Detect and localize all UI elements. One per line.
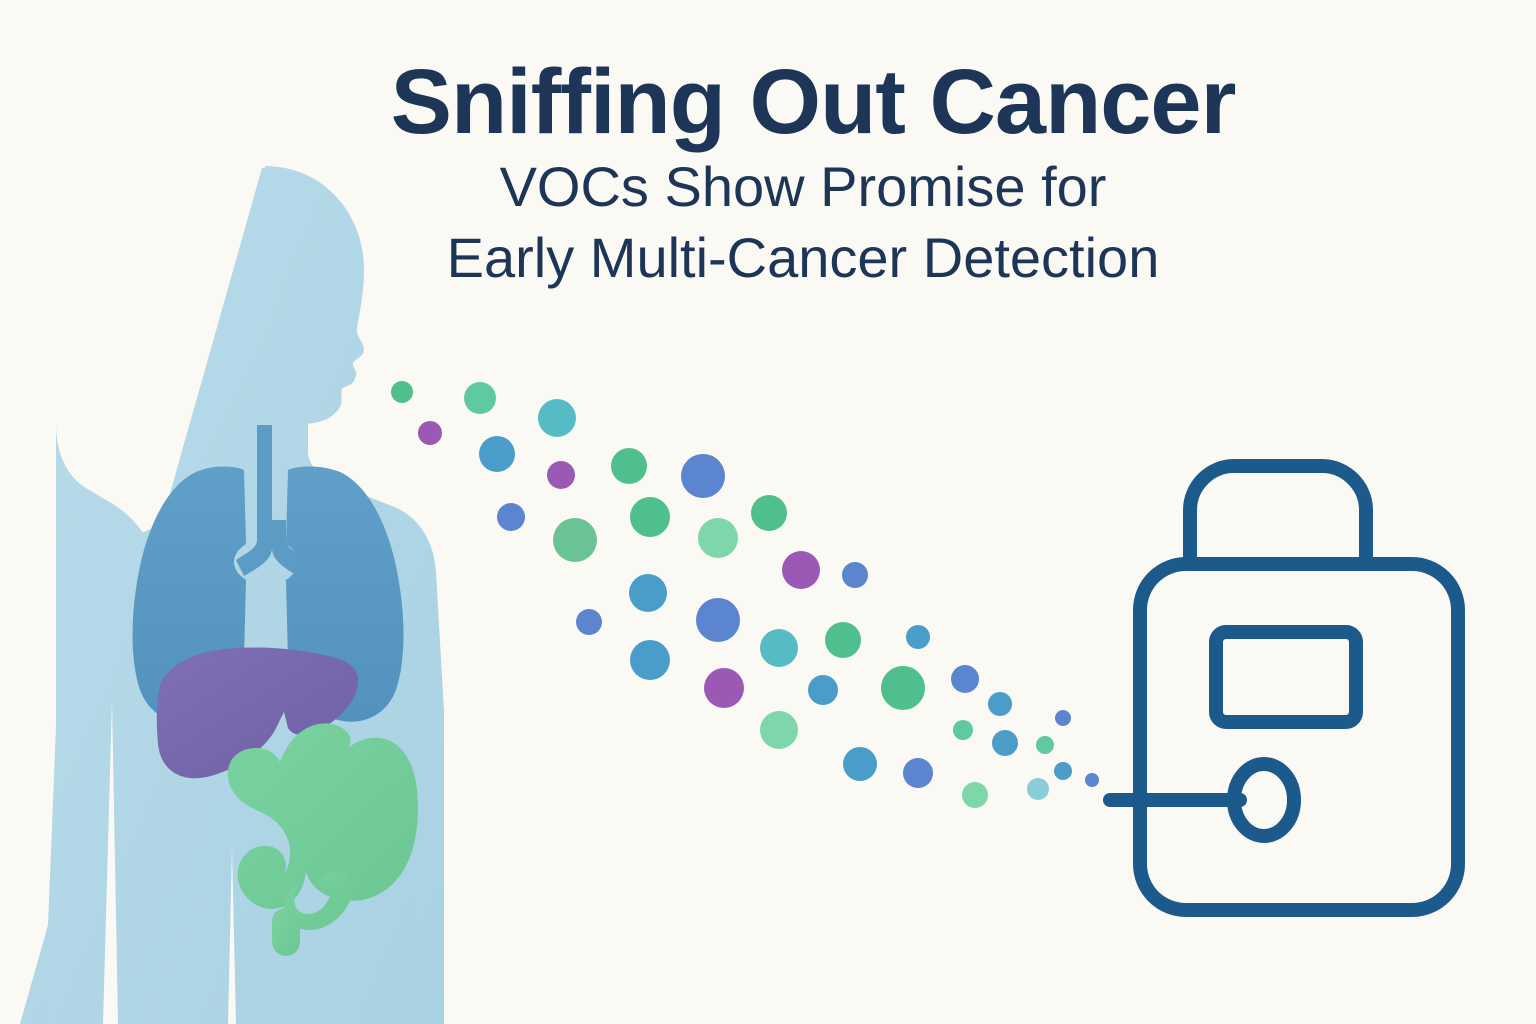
voc-particle	[630, 640, 670, 680]
voc-particle	[760, 629, 798, 667]
voc-particle	[953, 720, 973, 740]
voc-particle	[704, 668, 744, 708]
voc-particle	[951, 665, 979, 693]
voc-particle	[1085, 773, 1099, 787]
voc-particle	[962, 782, 988, 808]
voc-particle	[808, 675, 838, 705]
voc-particle	[1054, 762, 1072, 780]
voc-particle	[751, 495, 787, 531]
voc-particle	[842, 562, 868, 588]
voc-particle	[760, 711, 798, 749]
voc-particle	[881, 666, 925, 710]
voc-particle	[903, 758, 933, 788]
voc-particle	[547, 461, 575, 489]
voc-particle	[553, 518, 597, 562]
voc-particle	[391, 381, 413, 403]
voc-particle	[681, 454, 725, 498]
voc-particle	[782, 551, 820, 589]
voc-particle	[464, 382, 496, 414]
device-display-screen	[1209, 625, 1363, 729]
voc-particle	[1055, 710, 1071, 726]
voc-particle	[497, 503, 525, 531]
voc-particle	[825, 622, 861, 658]
voc-particle	[988, 692, 1012, 716]
voc-particle	[630, 497, 670, 537]
voc-particle	[906, 625, 930, 649]
stomach-intestine-organ	[227, 723, 418, 956]
trachea	[236, 425, 306, 576]
voc-particle	[1027, 778, 1049, 800]
voc-particle	[538, 399, 576, 437]
voc-particle	[698, 518, 738, 558]
voc-particle	[611, 448, 647, 484]
voc-particle	[629, 574, 667, 612]
voc-particle	[479, 436, 515, 472]
voc-particle	[418, 421, 442, 445]
liver-organ	[156, 647, 359, 779]
voc-particle	[696, 598, 740, 642]
voc-particle	[576, 609, 602, 635]
device-handle	[1183, 459, 1373, 571]
device-body	[1133, 557, 1465, 917]
voc-particle	[843, 747, 877, 781]
voc-particle	[992, 730, 1018, 756]
voc-particle	[1036, 736, 1054, 754]
